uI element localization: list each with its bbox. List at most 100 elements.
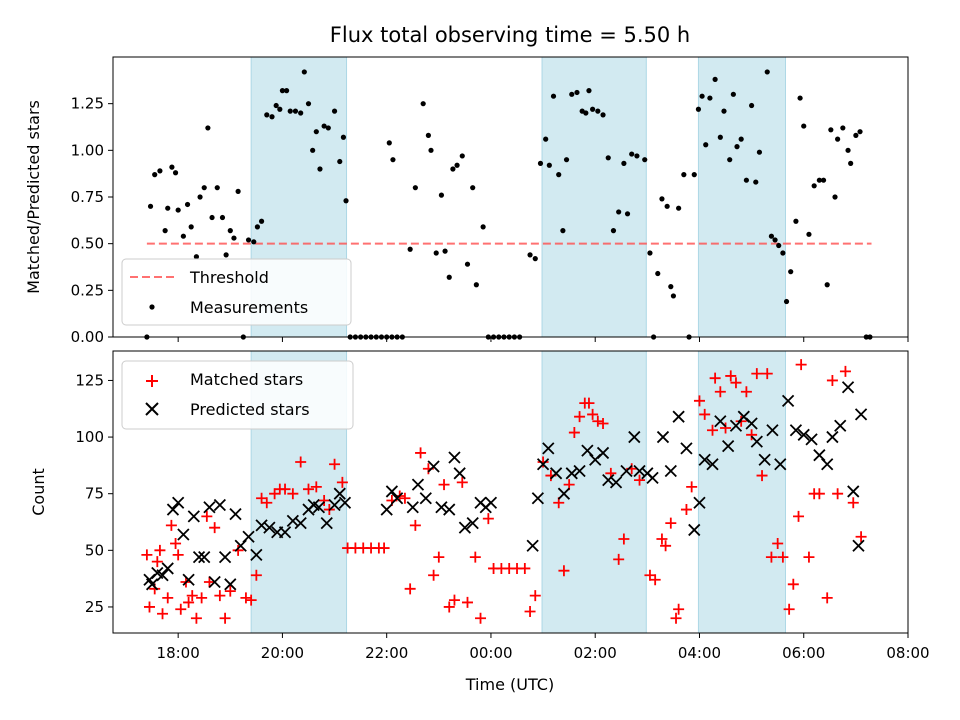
measurement-point	[412, 185, 418, 191]
measurement-point	[205, 125, 211, 131]
x-tick-label: 08:00	[886, 644, 929, 662]
matched-star-marker	[730, 377, 742, 389]
matched-star-marker	[693, 395, 705, 407]
matched-star-marker	[783, 603, 795, 615]
matched-star-marker	[475, 612, 487, 624]
predicted-star-marker	[664, 464, 677, 478]
matched-star-marker	[154, 544, 166, 556]
measurement-point	[235, 188, 241, 194]
measurement-point	[473, 282, 479, 288]
predicted-star-marker	[145, 578, 159, 591]
predicted-star-marker	[242, 530, 255, 543]
matched-star-marker	[214, 590, 226, 602]
measurement-point	[664, 203, 670, 209]
predicted-star-marker	[213, 498, 227, 512]
matched-star-marker	[201, 510, 213, 522]
measurement-point	[629, 151, 635, 157]
measurement-point	[188, 224, 194, 230]
top-legend-box	[121, 258, 352, 326]
measurement-point	[470, 185, 476, 191]
predicted-star-marker	[722, 439, 735, 453]
matched-star-marker	[224, 585, 236, 597]
measurement-point	[537, 160, 544, 166]
matched-star-marker	[746, 429, 758, 441]
predicted-star-marker	[549, 467, 563, 480]
observing-band	[697, 350, 786, 634]
matched-star-marker	[165, 519, 177, 531]
measurement-point	[772, 237, 778, 243]
matched-star-marker	[583, 397, 595, 409]
predicted-star-marker	[834, 419, 847, 432]
predicted-star-marker	[542, 442, 555, 455]
matched-star-marker	[399, 492, 411, 504]
predicted-star-marker	[680, 442, 693, 455]
y-tick-label: 0.50	[71, 235, 104, 253]
top-x-ticks	[177, 337, 909, 342]
matched-star-marker	[428, 569, 440, 581]
measurement-point	[730, 91, 736, 97]
measurement-point	[583, 110, 589, 116]
predicted-star-marker	[766, 424, 779, 437]
predicted-star-markers	[143, 381, 868, 591]
bottom-legend-box	[121, 360, 354, 430]
measurement-point	[642, 157, 648, 163]
measurement-point	[157, 168, 163, 174]
measurement-point	[712, 76, 718, 82]
matched-star-marker	[143, 601, 155, 613]
matched-star-marker	[162, 592, 174, 604]
matched-star-marker	[329, 458, 341, 470]
y-tick-label: 75	[85, 485, 104, 503]
predicted-star-marker	[229, 507, 242, 521]
matched-star-marker	[415, 447, 427, 459]
bottom-y-ticks: 25 50 75 100 125	[75, 371, 113, 616]
measurement-point	[321, 123, 327, 129]
matched-star-marker	[756, 470, 768, 482]
measurement-point	[287, 108, 293, 114]
matched-star-marker	[803, 551, 815, 563]
matched-star-marker	[461, 596, 473, 608]
measurement-point	[317, 166, 323, 172]
predicted-star-marker	[203, 501, 216, 514]
matched-star-marker	[172, 549, 184, 561]
measurement-point	[820, 177, 827, 183]
matched-star-marker	[203, 576, 215, 588]
measurement-point	[756, 149, 763, 155]
measurement-point	[180, 233, 186, 239]
matched-star-marker	[613, 553, 625, 565]
measurement-point	[305, 101, 312, 107]
measurement-point	[681, 172, 687, 178]
measurement-point	[343, 198, 349, 204]
predicted-star-marker	[596, 446, 610, 460]
matched-star-marker	[587, 408, 599, 420]
matched-star-marker	[699, 408, 711, 420]
matched-star-marker	[529, 590, 541, 602]
matched-star-marker	[183, 596, 195, 608]
measurement-point	[254, 224, 261, 230]
matched-star-markers	[141, 359, 867, 624]
predicted-star-marker	[453, 467, 466, 480]
y-tick-label: 1.25	[71, 95, 104, 113]
predicted-star-marker	[182, 573, 195, 586]
predicted-star-marker	[781, 394, 795, 407]
measurement-point	[727, 157, 733, 163]
predicted-star-marker	[419, 492, 432, 505]
predicted-star-marker	[224, 578, 237, 591]
predicted-star-marker	[758, 453, 771, 466]
matched-star-marker	[245, 594, 257, 606]
measurement-point	[595, 108, 601, 114]
predicted-star-marker	[789, 424, 803, 437]
matched-star-marker	[751, 368, 763, 380]
measurement-point	[223, 252, 229, 258]
measurement-point	[801, 123, 807, 129]
matched-star-marker	[141, 549, 153, 561]
measurement-point	[331, 108, 338, 114]
matched-star-marker	[832, 488, 844, 500]
measurement-point	[707, 95, 713, 101]
measurement-point	[695, 106, 702, 112]
predicted-star-marker	[633, 464, 646, 478]
predicted-star-marker	[620, 464, 633, 478]
matched-star-marker	[649, 574, 661, 586]
measurement-point	[428, 147, 434, 153]
measurement-point	[768, 233, 775, 239]
matched-star-marker	[443, 601, 455, 613]
